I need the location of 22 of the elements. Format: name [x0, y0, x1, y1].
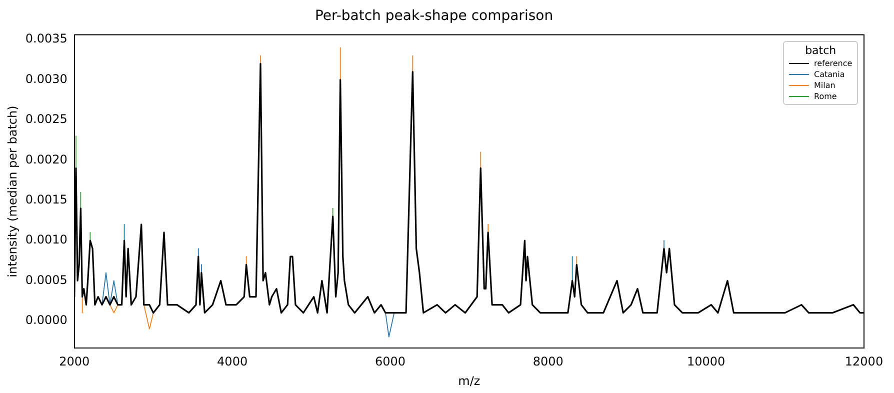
chart-title: Per-batch peak-shape comparison [314, 8, 554, 24]
legend-label: Catania [814, 68, 845, 80]
x-tick-label: 8000 [532, 354, 564, 369]
x-tick-label: 2000 [59, 354, 90, 369]
y-tick-label: 0.0025 [25, 112, 68, 126]
x-tick-label: 6000 [374, 354, 406, 369]
legend-title: batch [804, 44, 838, 57]
y-tick-label: 0.0000 [25, 313, 68, 328]
legend-label: reference [814, 58, 852, 69]
y-tick-label: 0.0030 [25, 72, 68, 86]
y-tick-label: 0.0005 [25, 272, 68, 287]
legend-label: Rome [814, 90, 837, 102]
y-tick-label: 0.0010 [25, 232, 68, 247]
y-tick-label: 0.0015 [25, 192, 68, 206]
y-axis-title: intensity (median per batch) [5, 106, 20, 278]
x-axis-title: m/z [458, 374, 480, 388]
y-tick-label: 0.0035 [25, 32, 68, 46]
x-tick-label: 12000 [844, 354, 884, 369]
legend-label: Milan [814, 80, 836, 91]
x-tick-label: 10000 [686, 354, 726, 369]
x-tick-label: 4000 [217, 354, 248, 369]
y-tick-label: 0.0020 [25, 152, 68, 166]
